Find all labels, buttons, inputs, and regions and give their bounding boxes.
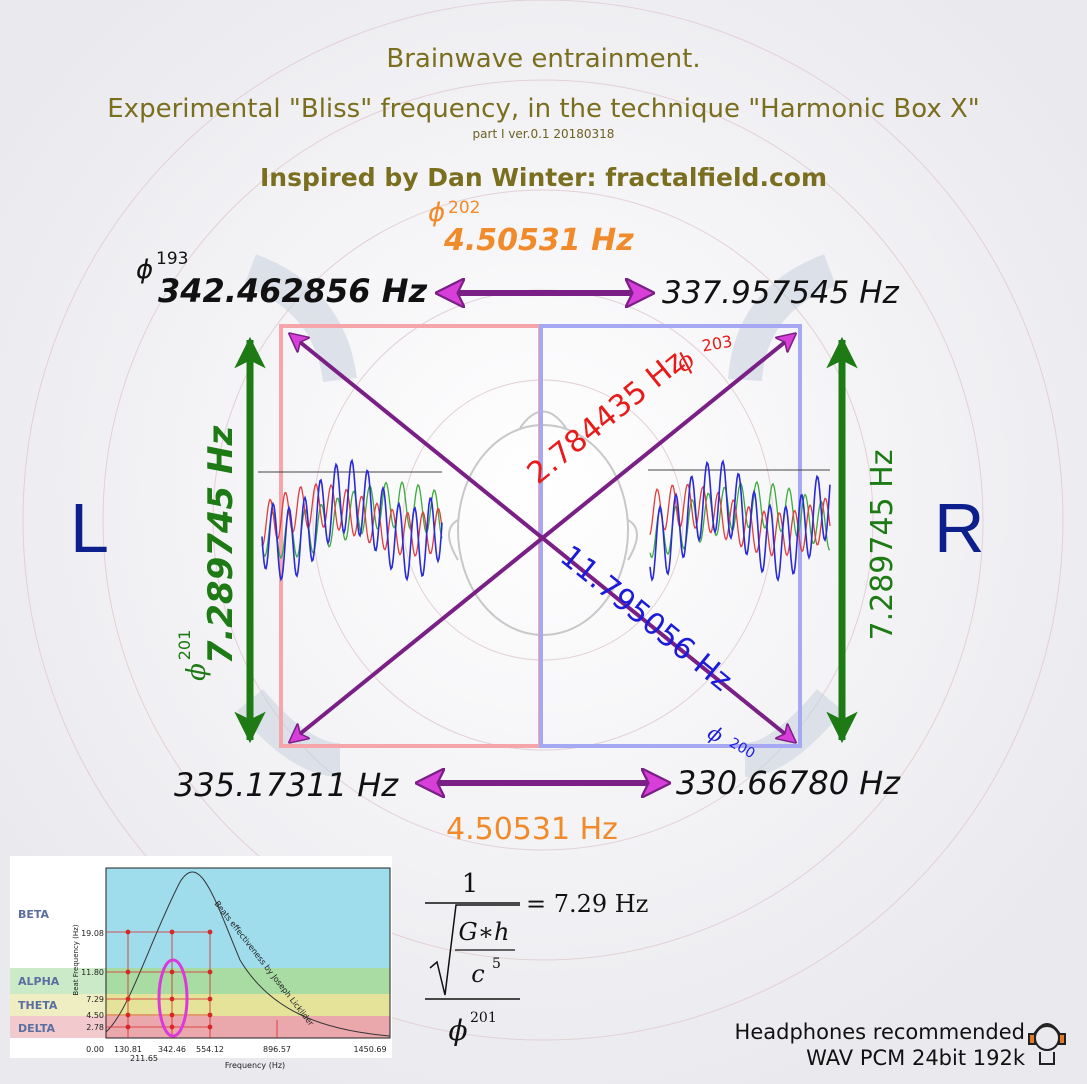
inset-point [169,1012,175,1018]
headphones-icon [1028,1023,1066,1065]
inset-point [207,929,213,935]
page-subtitle: Experimental "Bliss" frequency, in the t… [107,94,980,124]
top-phi-symbol: ϕ [428,198,446,228]
x-tick: 896.57 [263,1045,291,1054]
freq-top-left: 342.462856 Hz [158,272,428,310]
inset-axes [105,867,391,1039]
highlight-ellipse [157,958,189,1038]
y-tick: 11.80 [81,968,104,977]
c-exponent: 5 [492,956,501,972]
inset-point [207,996,213,1002]
inset-point [207,969,213,975]
effectiveness-curve [105,871,391,1037]
band-label-beta: BETA [18,908,50,921]
inset-point [207,1012,213,1018]
tl-phi-exponent: 193 [156,249,189,269]
band-label-alpha: ALPHA [18,975,60,988]
delta-band [106,1016,390,1038]
audio-format-note: WAV PCM 24bit 192k [806,1046,1025,1070]
formula-result: = 7.29 Hz [526,890,648,918]
formula-phi: ϕ [448,1014,467,1047]
x-tick-low: 211.65 [130,1054,158,1063]
formula-numerator: 1 [462,869,479,899]
beat-chart-inset: BETA ALPHA THETA DELTA 19.08 11.80 7.29 … [10,856,392,1070]
y-axis-label: Beat Frequency (Hz) [72,924,80,995]
inset-point [125,969,131,975]
x-tick: 342.46 [158,1045,186,1054]
inset-point [125,1012,131,1018]
x-tick: 554.12 [196,1045,224,1054]
sqrt-denominator: c [471,960,484,988]
page-title: Brainwave entrainment. [386,44,701,74]
bottom-beat-label: 4.50531 Hz [446,812,618,847]
inset-point [169,1024,175,1030]
y-tick: 2.78 [86,1023,104,1032]
freq-top-right: 337.957545 Hz [662,275,899,311]
freq-bottom-right: 330.66780 Hz [676,764,901,802]
headphones-note: Headphones recommended [734,1020,1025,1044]
left-channel-label: L [70,489,109,567]
y-tick: 4.50 [86,1011,104,1020]
formula: 1 G∗h c 5 ϕ 201 = 7.29 Hz [425,869,648,1047]
inset-point [125,996,131,1002]
x-tick: 130.81 [114,1045,142,1054]
inset-point [169,929,175,935]
left-beat-label: 7.289745 Hz [201,425,241,664]
top-phi-exponent: 202 [448,198,481,218]
y-tick: 7.29 [86,995,104,1004]
inspiration-credit: Inspired by Dan Winter: fractalfield.com [259,163,827,192]
sqrt-numerator: G∗h [459,918,510,946]
x-tick: 1450.69 [353,1045,386,1054]
band-label-delta: DELTA [18,1022,55,1035]
formula-phi-exponent: 201 [470,1010,497,1026]
beta-band [106,868,390,968]
inset-point [125,929,131,935]
top-beat-label: 4.50531 Hz [444,223,634,258]
freq-bottom-left: 335.17311 Hz [174,766,399,804]
inset-point [207,1024,213,1030]
inset-point [169,996,175,1002]
x-tick: 0.00 [86,1045,104,1054]
theta-band [106,994,390,1016]
left-phi-exponent: 201 [175,630,194,661]
sqrt-sign [429,904,520,996]
y-tick: 19.08 [81,929,104,938]
right-channel-label: R [934,489,985,567]
band-label-theta: THETA [18,999,58,1012]
inset-point [169,969,175,975]
inset-point [125,1024,131,1030]
diagonal-arrow-bl-tr [290,334,795,742]
right-beat-label: 7.289745 Hz [865,450,900,641]
version-label: part I ver.0.1 20180318 [472,127,615,141]
left-phi-symbol: ϕ [182,663,212,681]
x-axis-label: Frequency (Hz) [225,1061,285,1070]
tl-phi-symbol: ϕ [136,255,154,285]
